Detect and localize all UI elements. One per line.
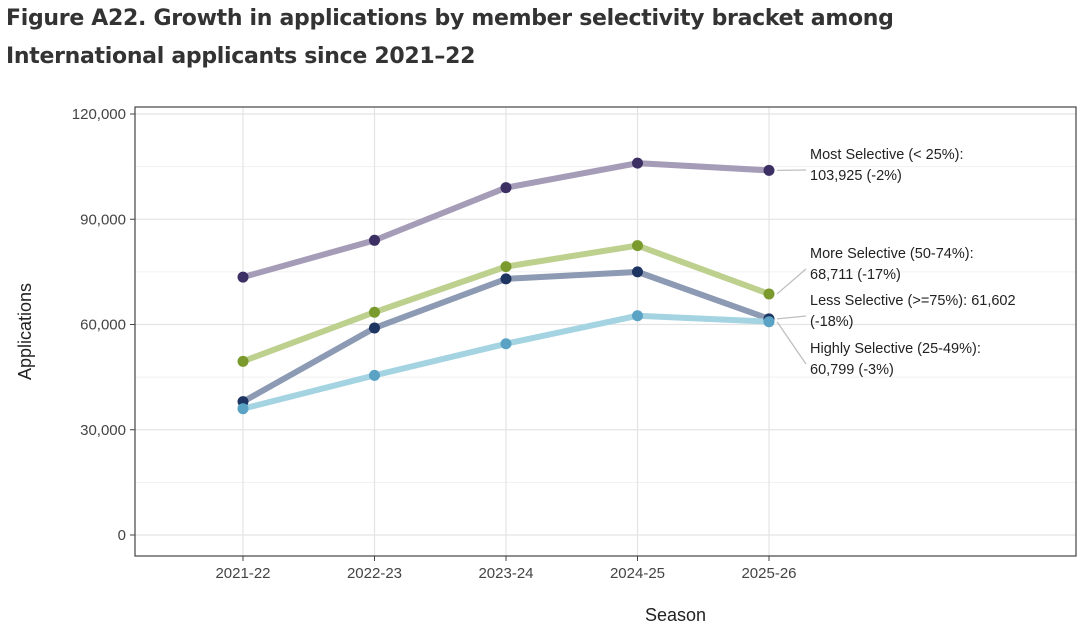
- data-point-highly-selective-25-49: [237, 403, 249, 415]
- y-tick-label: 60,000: [80, 317, 126, 334]
- x-tick-label: 2023-24: [478, 565, 533, 582]
- figure-title-line-2: International applicants since 2021–22: [6, 44, 476, 69]
- annotation-label: 68,711 (-17%): [810, 267, 901, 283]
- y-axis: 0 30,000 60,000 90,000 120,000: [72, 106, 135, 544]
- data-point-more-selective-50-74: [500, 261, 512, 273]
- data-point-most-selective-25: [500, 182, 512, 194]
- x-axis: 2021-22 2022-23 2023-24 2024-25 2025-26: [215, 556, 797, 582]
- data-point-most-selective-25: [369, 234, 380, 246]
- x-tick-label: 2022-23: [347, 565, 402, 582]
- data-point-more-selective-50-74: [369, 306, 380, 318]
- data-point-highly-selective-25-49: [763, 316, 775, 328]
- annotations: Most Selective (< 25%): 103,925 (-2%) More…: [776, 147, 1016, 378]
- annotation-leader: [776, 321, 807, 365]
- annotation-leader: [776, 268, 807, 295]
- data-point-most-selective-25: [237, 271, 249, 283]
- x-tick-label: 2024-25: [610, 565, 665, 582]
- annotation-leader: [776, 315, 807, 320]
- annotation-label: 60,799 (-3%): [810, 362, 894, 378]
- y-tick-label: 120,000: [72, 106, 126, 123]
- y-tick-label: 30,000: [80, 422, 126, 439]
- x-axis-title: Season: [645, 605, 706, 625]
- annotation-label: 103,925 (-2%): [810, 168, 902, 184]
- annotation-label: Most Selective (< 25%):: [810, 147, 964, 163]
- data-point-less-selective-75: [632, 266, 643, 278]
- data-point-highly-selective-25-49: [369, 369, 380, 381]
- y-tick-label: 90,000: [80, 211, 126, 228]
- annotation-label: Highly Selective (25-49%):: [810, 341, 981, 357]
- data-point-more-selective-50-74: [632, 240, 643, 252]
- y-axis-title: Applications: [15, 283, 35, 380]
- data-point-more-selective-50-74: [237, 355, 249, 367]
- x-tick-label: 2021-22: [215, 565, 270, 582]
- data-point-less-selective-75: [369, 322, 380, 334]
- y-tick-label: 0: [118, 527, 126, 544]
- annotation-label: More Selective (50-74%):: [810, 246, 974, 262]
- figure-title-line-1: Figure A22. Growth in applications by me…: [6, 6, 894, 31]
- annotation-label: Less Selective (>=75%): 61,602: [810, 293, 1016, 309]
- gridlines: [135, 107, 1076, 556]
- data-point-most-selective-25: [763, 164, 775, 176]
- annotation-label: (-18%): [810, 314, 854, 330]
- data-point-more-selective-50-74: [763, 288, 775, 300]
- series-lines: [237, 157, 775, 415]
- x-tick-label: 2025-26: [741, 565, 796, 582]
- data-point-most-selective-25: [632, 157, 643, 169]
- data-point-highly-selective-25-49: [500, 338, 512, 350]
- plot-panel-border: [134, 106, 1077, 557]
- data-point-highly-selective-25-49: [632, 310, 643, 322]
- data-point-less-selective-75: [500, 273, 512, 285]
